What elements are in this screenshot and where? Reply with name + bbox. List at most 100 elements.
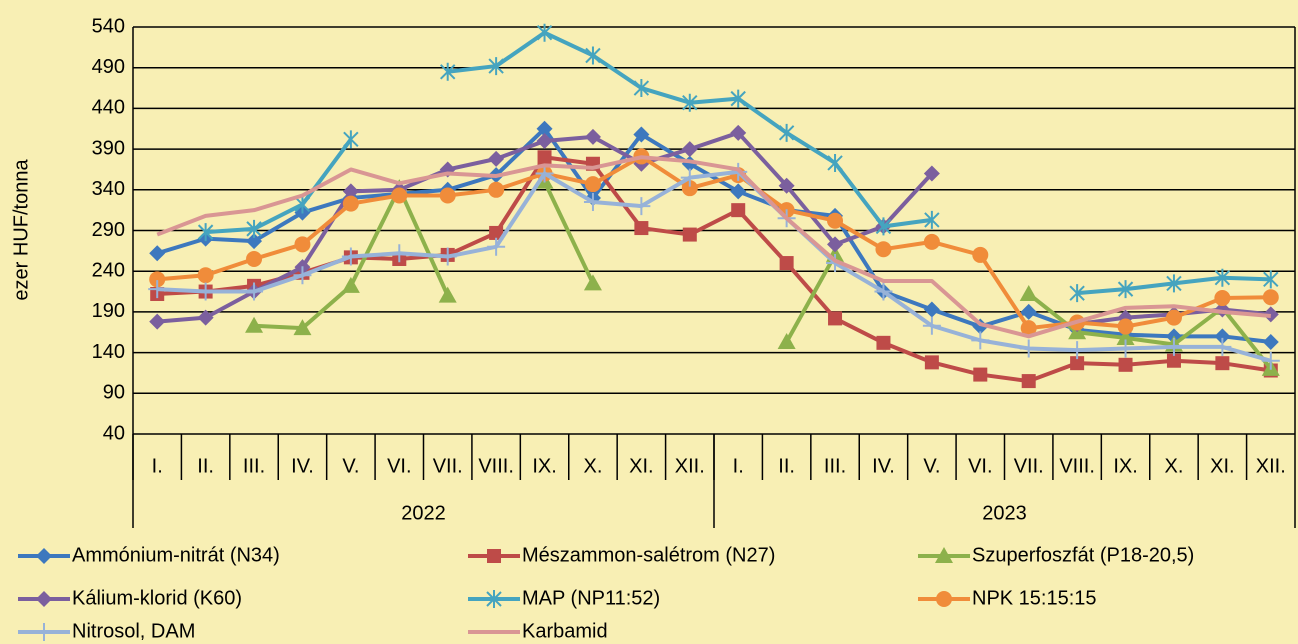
marker xyxy=(778,177,795,194)
legend-label: MAP (NP11:52) xyxy=(522,587,660,609)
marker xyxy=(536,120,553,137)
marker xyxy=(828,311,843,326)
marker xyxy=(293,266,312,285)
marker xyxy=(935,547,953,563)
marker xyxy=(681,180,698,197)
marker xyxy=(633,79,650,98)
marker xyxy=(730,183,747,200)
marker xyxy=(779,256,794,271)
marker xyxy=(246,219,262,238)
marker xyxy=(923,233,940,250)
marker xyxy=(438,286,457,303)
marker xyxy=(149,271,166,288)
legend-label: NPK 15:15:15 xyxy=(972,587,1097,609)
marker xyxy=(488,57,504,76)
x-tick-label: III. xyxy=(824,455,846,477)
marker xyxy=(682,227,697,242)
x-tick-label: XII. xyxy=(675,455,705,477)
marker xyxy=(341,247,360,266)
marker xyxy=(246,250,263,267)
x-group-label: 2023 xyxy=(982,502,1027,524)
legend-item: Kálium-klorid (K60) xyxy=(18,587,242,609)
marker xyxy=(196,282,215,301)
y-tick-label: 540 xyxy=(92,15,125,37)
marker xyxy=(585,46,601,65)
legend-item: MAP (NP11:52) xyxy=(468,587,660,609)
marker xyxy=(1166,353,1181,368)
marker xyxy=(681,141,698,158)
y-tick-label: 290 xyxy=(92,219,125,241)
legend-item: Karbamid xyxy=(468,620,608,642)
x-tick-label: VII. xyxy=(1014,455,1044,477)
x-tick-label: I. xyxy=(733,455,744,477)
x-tick-label: II. xyxy=(197,455,214,477)
y-tick-label: 40 xyxy=(103,422,125,444)
marker xyxy=(827,153,843,172)
marker xyxy=(1117,318,1134,335)
marker xyxy=(583,193,602,212)
marker xyxy=(149,313,166,330)
marker xyxy=(1116,328,1135,345)
marker xyxy=(680,168,699,187)
marker xyxy=(633,126,650,143)
marker xyxy=(342,195,359,212)
marker xyxy=(438,247,457,266)
marker xyxy=(1021,374,1036,389)
marker xyxy=(245,316,264,333)
marker xyxy=(584,176,601,193)
series-line xyxy=(156,155,1271,339)
marker xyxy=(1263,270,1279,289)
marker xyxy=(924,210,940,229)
x-tick-label: VII. xyxy=(433,455,463,477)
marker xyxy=(294,195,311,214)
x-tick-label: V. xyxy=(923,455,940,477)
marker xyxy=(1262,289,1279,306)
marker xyxy=(827,212,844,229)
marker xyxy=(36,591,52,607)
marker xyxy=(440,62,456,81)
marker xyxy=(1214,328,1231,345)
marker xyxy=(923,301,940,318)
y-tick-label: 490 xyxy=(92,56,125,78)
marker xyxy=(730,89,746,108)
marker xyxy=(778,123,795,142)
series xyxy=(197,23,1279,303)
series xyxy=(149,148,1279,337)
x-tick-label: III. xyxy=(243,455,265,477)
marker xyxy=(1020,303,1037,320)
x-tick-label: VIII. xyxy=(478,455,514,477)
y-axis-label: ezer HUF/tonna xyxy=(10,159,32,301)
marker xyxy=(634,221,649,236)
marker xyxy=(632,197,651,216)
marker xyxy=(1213,337,1232,356)
x-tick-label: IV. xyxy=(291,455,314,477)
marker xyxy=(489,225,504,240)
y-tick-label: 390 xyxy=(92,137,125,159)
marker xyxy=(1214,290,1231,307)
legend-item: Szuperfoszfát (P18-20,5) xyxy=(918,544,1194,566)
marker xyxy=(827,236,844,253)
marker xyxy=(682,93,698,112)
marker xyxy=(1118,357,1133,372)
marker xyxy=(1164,337,1183,356)
marker xyxy=(293,319,312,336)
x-tick-label: X. xyxy=(1165,455,1184,477)
marker xyxy=(246,233,263,250)
marker xyxy=(536,132,553,149)
y-tick-label: 240 xyxy=(92,259,125,281)
y-tick-label: 90 xyxy=(103,382,125,404)
x-tick-label: IX. xyxy=(1113,455,1137,477)
marker xyxy=(1020,320,1037,337)
marker xyxy=(1116,339,1135,358)
x-tick-label: VI. xyxy=(968,455,992,477)
x-tick-label: VIII. xyxy=(1059,455,1095,477)
marker xyxy=(197,223,214,242)
marker xyxy=(537,150,552,165)
x-tick-label: XII. xyxy=(1256,455,1286,477)
legend-item: Ammónium-nitrát (N34) xyxy=(18,544,280,566)
marker xyxy=(342,183,359,200)
marker xyxy=(197,267,214,284)
marker xyxy=(923,165,940,182)
legend-label: Karbamid xyxy=(522,620,608,642)
x-tick-label: XI. xyxy=(629,455,653,477)
